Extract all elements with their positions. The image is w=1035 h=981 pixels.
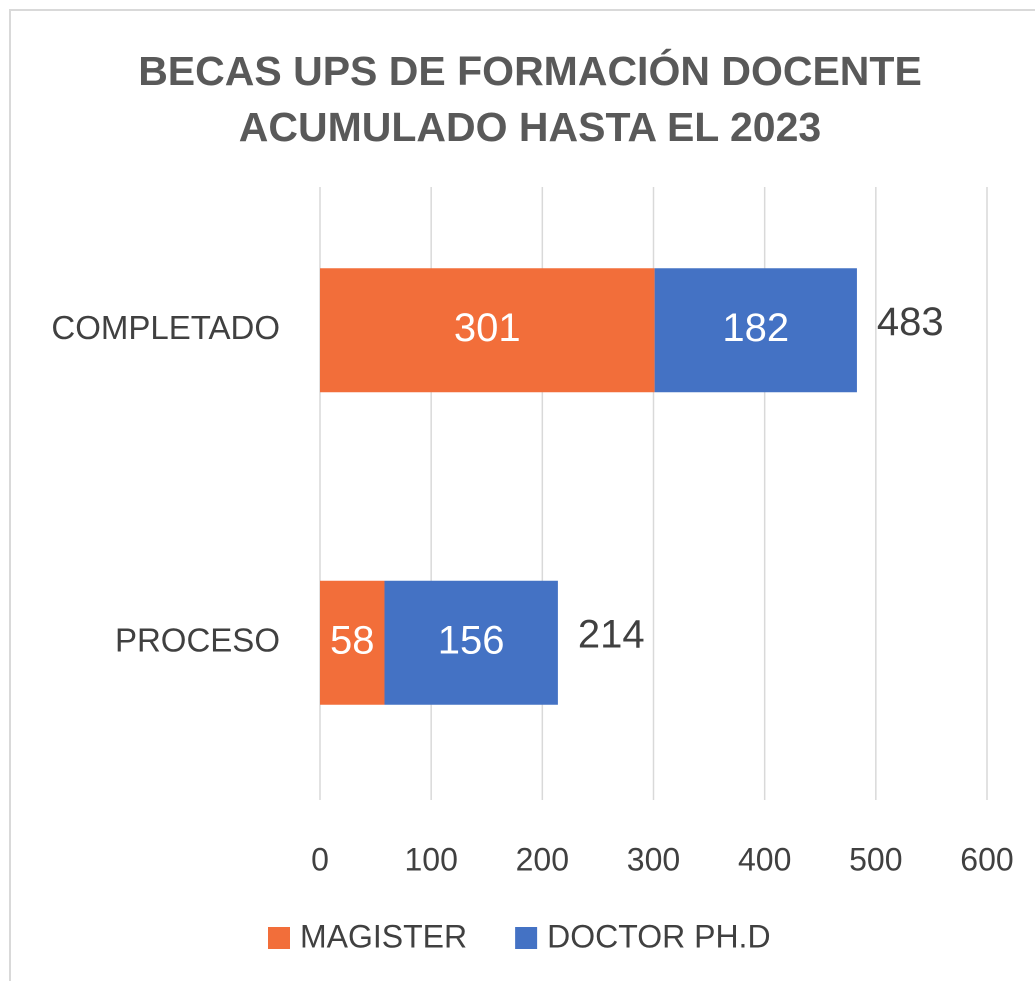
bar-segment (320, 268, 655, 393)
x-tick-label: 600 (960, 841, 1013, 877)
chart-title: BECAS UPS DE FORMACIÓN DOCENTE (138, 48, 922, 94)
y-tick-label: PROCESO (115, 621, 280, 658)
legend-label: DOCTOR PH.D (547, 918, 770, 954)
chart-title: ACUMULADO HASTA EL 2023 (239, 104, 821, 150)
x-tick-label: 0 (311, 841, 329, 877)
legend-swatch (268, 927, 290, 949)
frame (9, 9, 1035, 981)
total-label: 214 (578, 612, 645, 656)
x-tick-label: 500 (849, 841, 902, 877)
value-label: 58 (330, 618, 375, 662)
legend-swatch (515, 927, 538, 949)
x-tick-label: 100 (404, 841, 457, 877)
x-tick-label: 400 (738, 841, 791, 877)
x-tick-label: 300 (627, 841, 680, 877)
y-tick-label: COMPLETADO (51, 309, 280, 346)
legend-label: MAGISTER (300, 918, 467, 954)
value-label: 182 (722, 306, 789, 350)
value-label: 156 (438, 618, 505, 662)
bar-segment (384, 580, 558, 705)
bar-segment (654, 268, 857, 393)
bar-segment (320, 580, 385, 705)
value-label: 301 (454, 306, 521, 350)
x-tick-label: 200 (516, 841, 569, 877)
total-label: 483 (877, 300, 944, 344)
